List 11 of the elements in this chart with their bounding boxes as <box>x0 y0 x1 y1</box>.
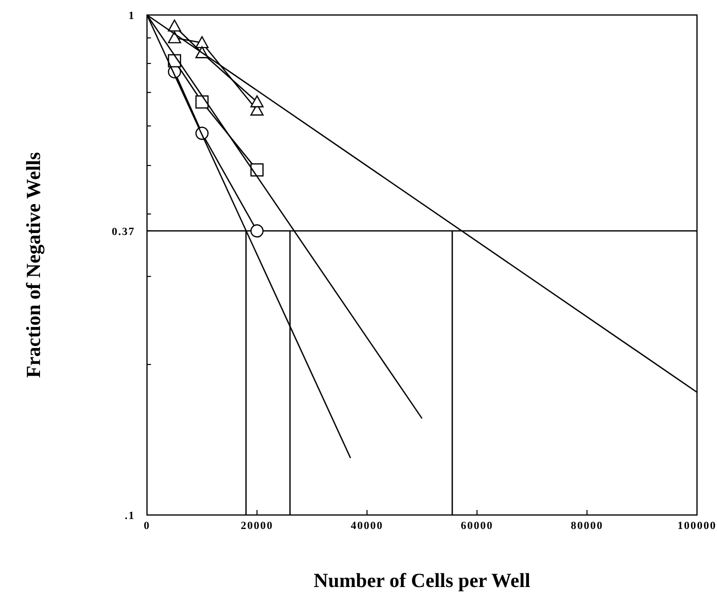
y-axis-title: Fraction of Negative Wells <box>23 152 45 378</box>
x-tick-label: 20000 <box>240 520 274 532</box>
x-tick-label: 40000 <box>350 520 384 532</box>
y-tick-label: 1 <box>128 10 135 22</box>
y-tick-label: .1 <box>124 510 135 522</box>
x-tick-label: 80000 <box>570 520 604 532</box>
x-tick-label: 100000 <box>678 520 716 532</box>
x-axis-title: Number of Cells per Well <box>314 570 531 592</box>
x-tick-label: 0 <box>144 520 150 532</box>
x-tick-label: 60000 <box>460 520 494 532</box>
y-tick-label: 0.37 <box>112 226 135 238</box>
